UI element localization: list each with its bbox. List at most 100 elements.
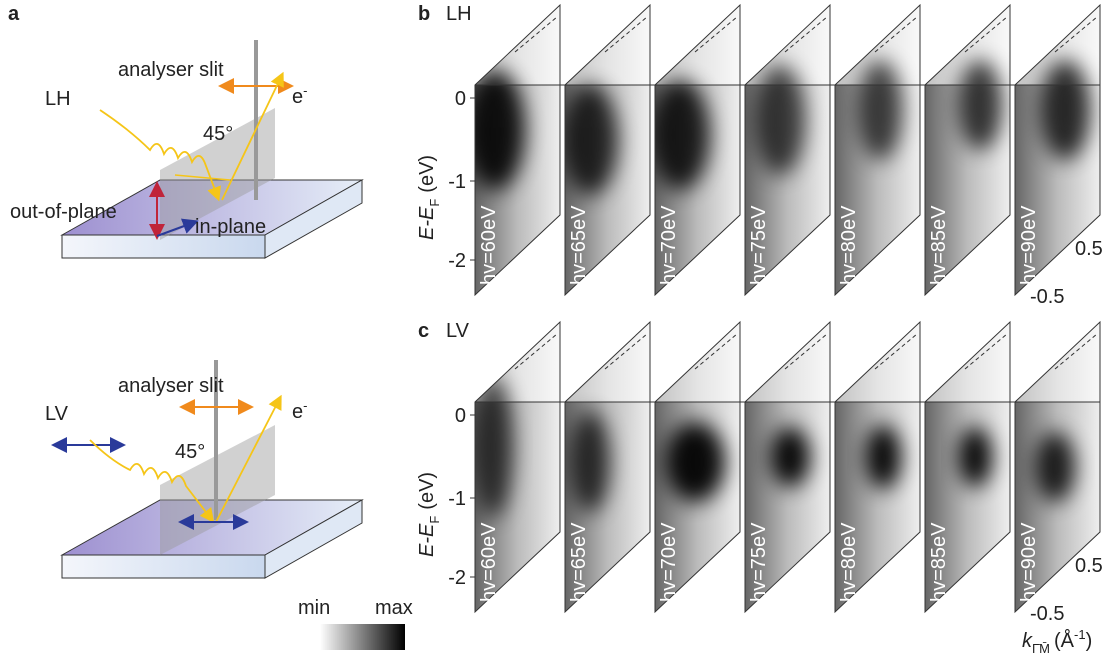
plane: [160, 108, 275, 240]
slice-outline: [834, 320, 921, 614]
k-unit-sup: -1: [1074, 627, 1086, 642]
k-tick-label: 0.5: [1075, 555, 1103, 577]
intensity-blob: [958, 60, 1002, 150]
slice-outline: [474, 3, 561, 297]
y-label-unit: (eV): [416, 155, 438, 193]
energy-slice: hv=80eV: [834, 3, 921, 297]
photon-energy: hv=70eV: [658, 522, 680, 602]
y-tick-label: -2: [448, 250, 466, 272]
dashed-line: [964, 333, 1008, 370]
electron: e: [292, 401, 303, 423]
intensity-blob: [958, 427, 992, 487]
slice-outline: [924, 320, 1011, 614]
out-of-plane: out-of-plane: [10, 201, 117, 223]
slice-top-fade: [745, 322, 830, 402]
slice-outline: [474, 320, 561, 614]
slice-top-fade: [565, 322, 650, 402]
k-tick-label: -0.5: [1030, 603, 1064, 625]
panel-label: b: [418, 3, 430, 25]
slice-outline: [654, 3, 741, 297]
slice-top-fade: [1015, 322, 1100, 402]
in-plane: in-plane: [195, 216, 266, 238]
energy-slice: hv=70eV: [654, 3, 741, 297]
slice-outline: [924, 3, 1011, 297]
dashed-line: [1054, 333, 1098, 370]
sample-front: [61, 554, 266, 579]
slice-outline: [654, 320, 741, 614]
sample-side: [264, 179, 363, 259]
photon-energy: hv=65eV: [568, 522, 590, 602]
colorbar: min max: [298, 597, 413, 650]
y-label: E-E: [416, 523, 438, 557]
photon-energy: hv=60eV: [478, 205, 500, 285]
dashed-line: [604, 333, 648, 370]
slice-top-fade: [925, 322, 1010, 402]
charge: -: [303, 83, 307, 98]
energy-slice: hv=70eV: [654, 320, 741, 614]
electron-label: e-: [292, 83, 307, 108]
intensity-blob: [1040, 60, 1090, 160]
y-label-sub: F: [427, 199, 442, 207]
dashed-line: [1054, 16, 1098, 53]
electron: e: [292, 86, 303, 108]
energy-slice: hv=65eV: [564, 320, 651, 614]
electron-path: [221, 71, 284, 201]
dashed-line: [694, 16, 738, 53]
photon-energy: hv=85eV: [928, 522, 950, 602]
dashed-line: [514, 16, 558, 53]
y-axis-label: E-EF (eV): [416, 472, 442, 557]
slit-label: analyser slit: [118, 59, 224, 81]
y-label: E-E: [416, 206, 438, 240]
k-tick-label: 0.5: [1075, 238, 1103, 260]
photon-energy: hv=90eV: [1018, 205, 1040, 285]
y-tick-label: -1: [448, 171, 466, 193]
dashed-line: [604, 16, 648, 53]
energy-slice: hv=85eV: [924, 320, 1011, 614]
energy-slice: hv=60eV: [474, 320, 561, 614]
y-tick-label: 0: [455, 405, 466, 427]
intensity-blob: [865, 425, 901, 489]
dashed-line: [874, 16, 918, 53]
y-tick-label: 0: [455, 88, 466, 110]
y-label-unit: (eV): [416, 472, 438, 510]
in-plane-arrow: [156, 218, 199, 237]
intensity-blob: [1035, 432, 1075, 502]
photon-energy: hv=75eV: [748, 205, 770, 285]
k-unit: (Å: [1054, 629, 1075, 652]
slice-outline: [744, 3, 831, 297]
k-tick-label: -0.5: [1030, 286, 1064, 308]
slice-outline: [564, 320, 651, 614]
dashed-line: [874, 333, 918, 370]
intensity-blob: [570, 412, 610, 512]
intensity-blob: [655, 80, 710, 190]
dashed-line: [784, 333, 828, 370]
geometry-top: LH analyser slit e- 45° out-of-plane in-…: [10, 40, 364, 259]
energy-slice: hv=75eV: [744, 3, 831, 297]
beam: [174, 174, 231, 181]
intensity-blob: [475, 70, 525, 190]
photon-energy: hv=70eV: [658, 205, 680, 285]
panel-label: c: [418, 320, 429, 342]
slice-top-fade: [565, 5, 650, 85]
energy-slice: hv=65eV: [564, 3, 651, 297]
polarization: LH: [45, 88, 71, 110]
slice-top-fade: [655, 5, 740, 85]
k-axis-label: kΓ̄M̄ (Å-1): [1022, 627, 1092, 656]
dashed-line: [694, 333, 738, 370]
k-unit-close: ): [1086, 630, 1093, 652]
slice-outline: [744, 320, 831, 614]
photon-energy: hv=65eV: [568, 205, 590, 285]
y-tick-label: -1: [448, 488, 466, 510]
intensity-blob: [770, 427, 810, 487]
photon-energy: hv=90eV: [1018, 522, 1040, 602]
intensity-blob: [475, 377, 513, 517]
dashed-line: [784, 16, 828, 53]
k: k: [1022, 630, 1033, 652]
photon-energy: hv=80eV: [838, 522, 860, 602]
panel: b LH hv=60eV hv=65eV hv=70eV hv=75eV hv=80eV hv…: [416, 3, 1103, 308]
intensity-blob: [665, 422, 725, 502]
energy-slice: hv=80eV: [834, 320, 921, 614]
slice-outline: [834, 3, 921, 297]
slice-top-fade: [655, 322, 740, 402]
